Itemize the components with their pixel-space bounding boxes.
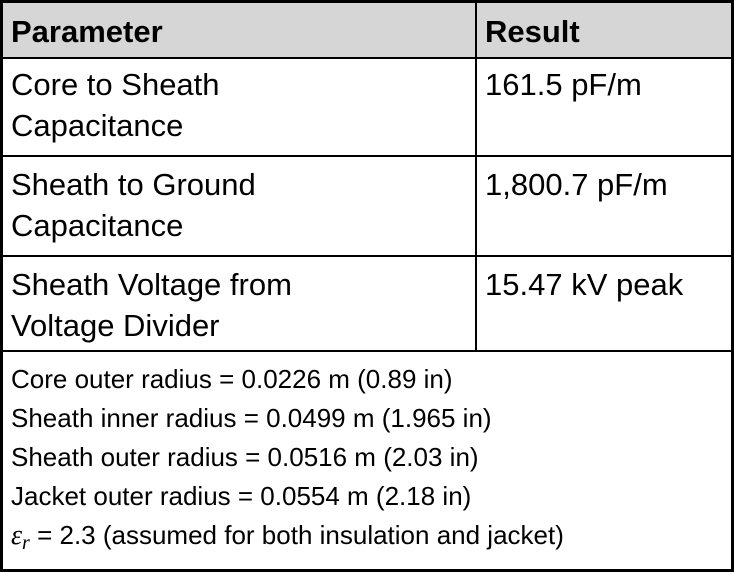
- row-divider: [3, 155, 731, 157]
- row-divider: [3, 350, 731, 352]
- result-cell: 161.5 pF/m: [485, 67, 642, 102]
- note-line: Sheath inner radius = 0.0499 m (1.965 in…: [11, 403, 492, 433]
- note-line: Sheath outer radius = 0.0516 m (2.03 in): [11, 442, 479, 472]
- note-text: = 2.3 (assumed for both insulation and j…: [37, 520, 564, 550]
- row-divider: [3, 57, 731, 59]
- parameter-line: Core to Sheath: [11, 67, 220, 102]
- parameter-line: Capacitance: [11, 108, 184, 143]
- subscript: r: [22, 532, 30, 554]
- parameter-line: Sheath to Ground: [11, 167, 256, 202]
- permittivity-note: εr = 2.3 (assumed for both insulation an…: [11, 516, 564, 563]
- header-cell: Parameter: [11, 14, 163, 49]
- header-row: [3, 3, 731, 57]
- parameter-line: Voltage Divider: [11, 308, 220, 343]
- header-cell: Result: [485, 14, 580, 49]
- column-divider: [475, 3, 477, 350]
- row-divider: [3, 255, 731, 257]
- parameter-line: Sheath Voltage from: [11, 267, 292, 302]
- note-line: Core outer radius = 0.0226 m (0.89 in): [11, 364, 453, 394]
- parameter-line: Capacitance: [11, 208, 184, 243]
- note-line: Jacket outer radius = 0.0554 m (2.18 in): [11, 481, 472, 511]
- symbol: ε: [11, 520, 23, 551]
- result-cell: 15.47 kV peak: [485, 267, 684, 302]
- result-cell: 1,800.7 pF/m: [485, 167, 668, 202]
